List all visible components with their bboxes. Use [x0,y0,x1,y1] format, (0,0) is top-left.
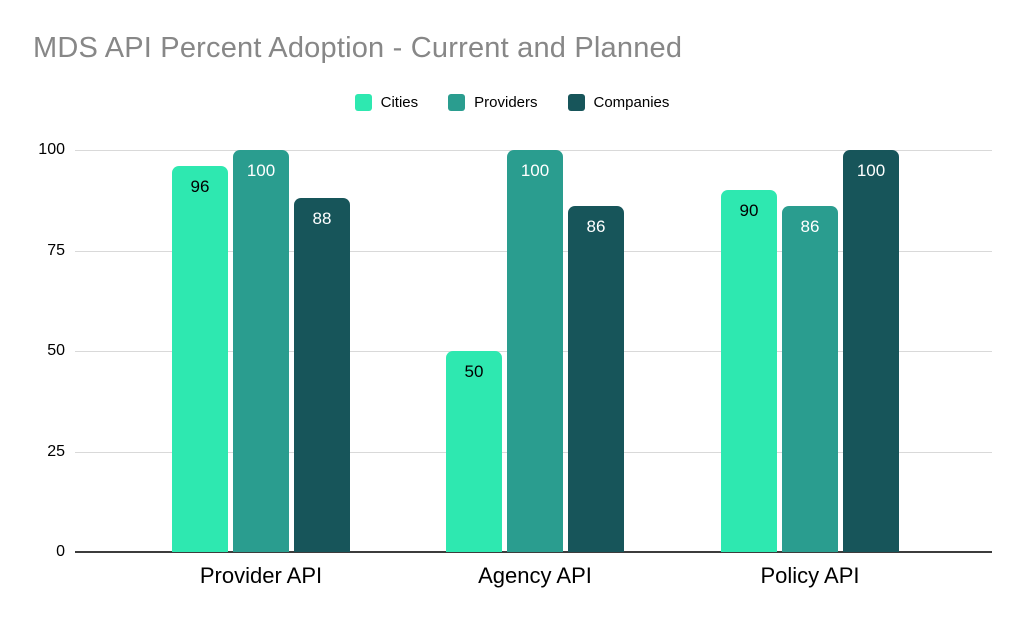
plot-area: 96 100 88 50 100 86 90 86 100 [75,150,992,553]
bar-cities-policy-api: 90 [721,190,777,552]
y-tick-label-100: 100 [38,141,65,158]
bar-value-label: 86 [800,217,820,237]
x-axis-label-policy-api: Policy API [760,563,860,588]
y-tick-label-75: 75 [47,241,65,259]
bar-providers-policy-api: 86 [782,206,838,552]
bar-value-label: 90 [739,201,759,221]
x-axis-label-agency-api: Agency API [478,563,592,588]
bar-value-label: 88 [312,209,332,229]
legend-label: Companies [593,94,670,111]
legend-label: Providers [474,94,538,111]
bar-value-label: 86 [586,217,606,237]
x-axis-line [75,551,992,553]
y-tick-label-0: 0 [56,543,65,560]
bar-companies-policy-api: 100 [843,150,899,552]
chart-title: MDS API Percent Adoption - Current and P… [33,32,683,64]
legend-label: Cities [380,94,419,111]
bar-group-provider-api: 96 100 88 [172,150,350,552]
bar-companies-provider-api: 88 [294,198,350,552]
legend-swatch-icon [448,94,466,111]
legend-swatch-icon [354,94,372,111]
legend-item-cities: Cities [354,94,419,111]
bar-value-label: 100 [246,161,276,180]
bar-companies-agency-api: 86 [568,206,624,552]
bar-value-label: 100 [520,161,550,180]
legend-swatch-icon [567,94,585,111]
bar-group-policy-api: 90 86 100 [721,150,899,552]
bar-value-label: 96 [190,177,210,197]
y-tick-label-50: 50 [47,342,65,359]
bar-value-label: 100 [856,161,886,180]
bar-providers-agency-api: 100 [507,150,563,552]
bar-cities-agency-api: 50 [446,351,502,552]
y-tick-label-25: 25 [47,442,65,460]
bar-cities-provider-api: 96 [172,166,228,552]
legend-item-providers: Providers [448,94,538,111]
bar-group-agency-api: 50 100 86 [446,150,624,552]
bar-providers-provider-api: 100 [233,150,289,552]
legend: Cities Providers Companies [0,94,1024,111]
x-axis-label-provider-api: Provider API [199,563,323,588]
legend-item-companies: Companies [567,94,670,111]
bar-value-label: 50 [464,362,484,381]
